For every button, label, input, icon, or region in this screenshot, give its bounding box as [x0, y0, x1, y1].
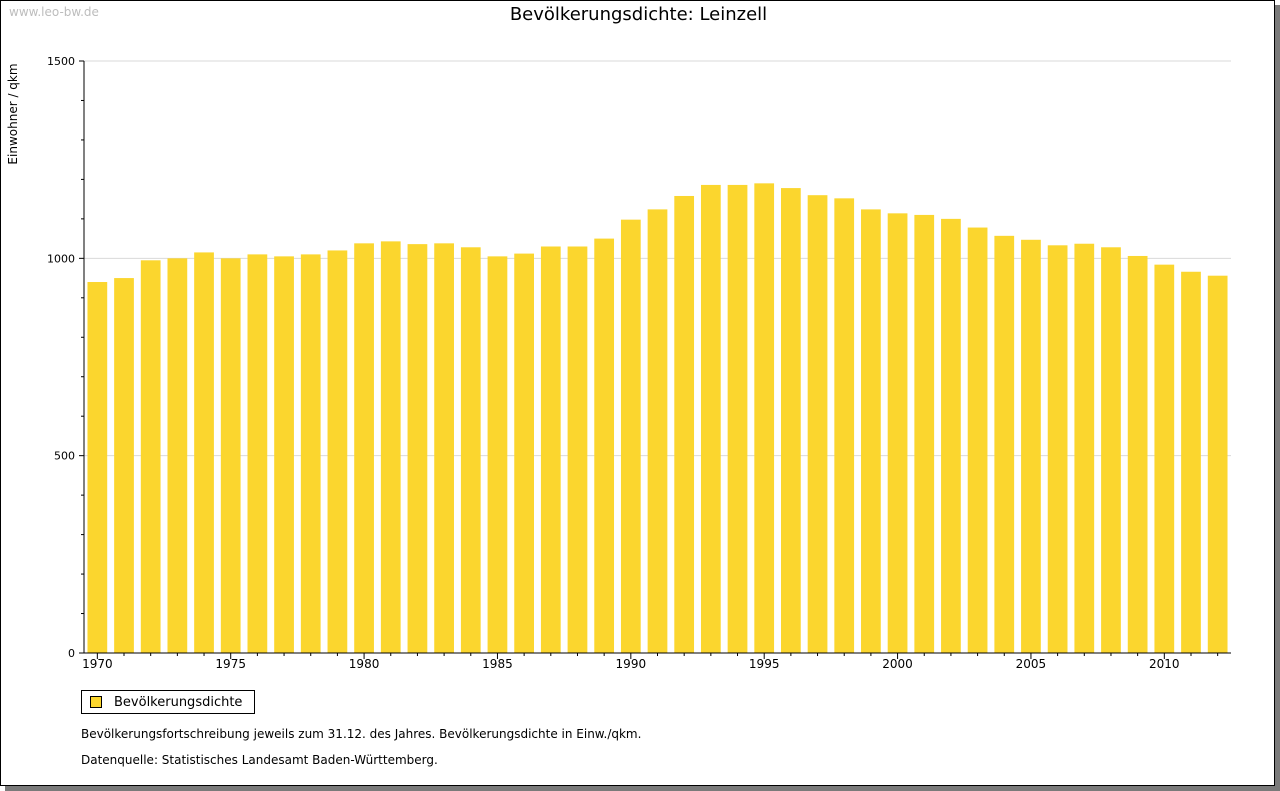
- bar-1988: [567, 246, 588, 653]
- x-tick-label: 1975: [215, 657, 246, 671]
- x-tick-label: 1985: [482, 657, 513, 671]
- y-tick-label: 1000: [47, 252, 75, 265]
- x-tick-label: 2005: [1016, 657, 1047, 671]
- bar-chart: 0 500 1000 1500 1970 1975 1980 1985 1990 1995 200…: [47, 55, 1231, 671]
- watermark: www.leo-bw.de: [9, 5, 99, 19]
- bar-1970: [87, 282, 108, 653]
- bar-1984: [460, 247, 481, 654]
- bars: [87, 183, 1228, 654]
- footnote-description: Bevölkerungsfortschreibung jeweils zum 3…: [81, 727, 642, 741]
- bar-1977: [274, 256, 294, 653]
- bar-1998: [834, 198, 855, 653]
- bar-1987: [540, 246, 561, 653]
- bar-2004: [994, 235, 1015, 653]
- bar-1979: [327, 250, 348, 653]
- y-ticks: 0 500 1000 1500: [47, 55, 84, 660]
- bar-2012: [1207, 275, 1228, 653]
- bar-2003: [967, 227, 988, 654]
- bar-1999: [861, 209, 881, 654]
- bar-1989: [594, 238, 615, 653]
- bar-1972: [140, 260, 161, 653]
- bar-1994: [727, 184, 748, 653]
- bar-2001: [914, 214, 935, 654]
- bar-2002: [941, 218, 961, 653]
- bar-1990: [620, 219, 641, 653]
- bar-1975: [220, 258, 241, 653]
- x-tick-label: 2000: [882, 657, 913, 671]
- bar-1983: [434, 243, 454, 653]
- chart-title: Bevölkerungsdichte: Leinzell: [509, 4, 768, 25]
- bar-1996: [781, 188, 801, 653]
- bar-1982: [407, 244, 428, 653]
- bar-1986: [514, 253, 534, 653]
- x-ticks: 1970 1975 1980 1985 1990 1995 2000 2005 2010: [82, 653, 1219, 671]
- bar-1993: [700, 184, 721, 653]
- bar-2011: [1181, 271, 1201, 653]
- bar-2006: [1047, 245, 1068, 653]
- legend-swatch: [90, 696, 102, 708]
- bar-1985: [487, 256, 508, 653]
- y-tick-label: 1500: [47, 55, 75, 68]
- bar-1991: [647, 209, 668, 654]
- bar-1995: [754, 183, 775, 653]
- bar-1976: [247, 254, 268, 654]
- y-tick-label: 0: [68, 647, 75, 660]
- bar-2008: [1101, 247, 1121, 654]
- x-tick-label: 2010: [1149, 657, 1180, 671]
- x-tick-label: 1995: [749, 657, 780, 671]
- legend-label: Bevölkerungsdichte: [114, 694, 243, 710]
- legend: Bevölkerungsdichte: [81, 690, 256, 714]
- bar-1978: [300, 254, 321, 654]
- y-tick-label: 500: [54, 450, 75, 463]
- bar-1997: [807, 195, 828, 654]
- bar-2000: [887, 213, 908, 653]
- bar-1980: [354, 243, 374, 653]
- bar-1973: [167, 258, 188, 653]
- bar-2007: [1074, 243, 1095, 654]
- bar-1981: [380, 241, 401, 653]
- bar-1974: [194, 252, 214, 653]
- bar-2010: [1154, 264, 1175, 653]
- bar-1992: [674, 195, 695, 653]
- bar-1971: [114, 278, 134, 653]
- x-tick-label: 1980: [349, 657, 380, 671]
- footnote-source: Datenquelle: Statistisches Landesamt Bad…: [81, 753, 438, 767]
- x-tick-label: 1990: [616, 657, 647, 671]
- x-tick-label: 1970: [82, 657, 113, 671]
- bar-2009: [1127, 255, 1148, 653]
- bar-2005: [1021, 239, 1041, 653]
